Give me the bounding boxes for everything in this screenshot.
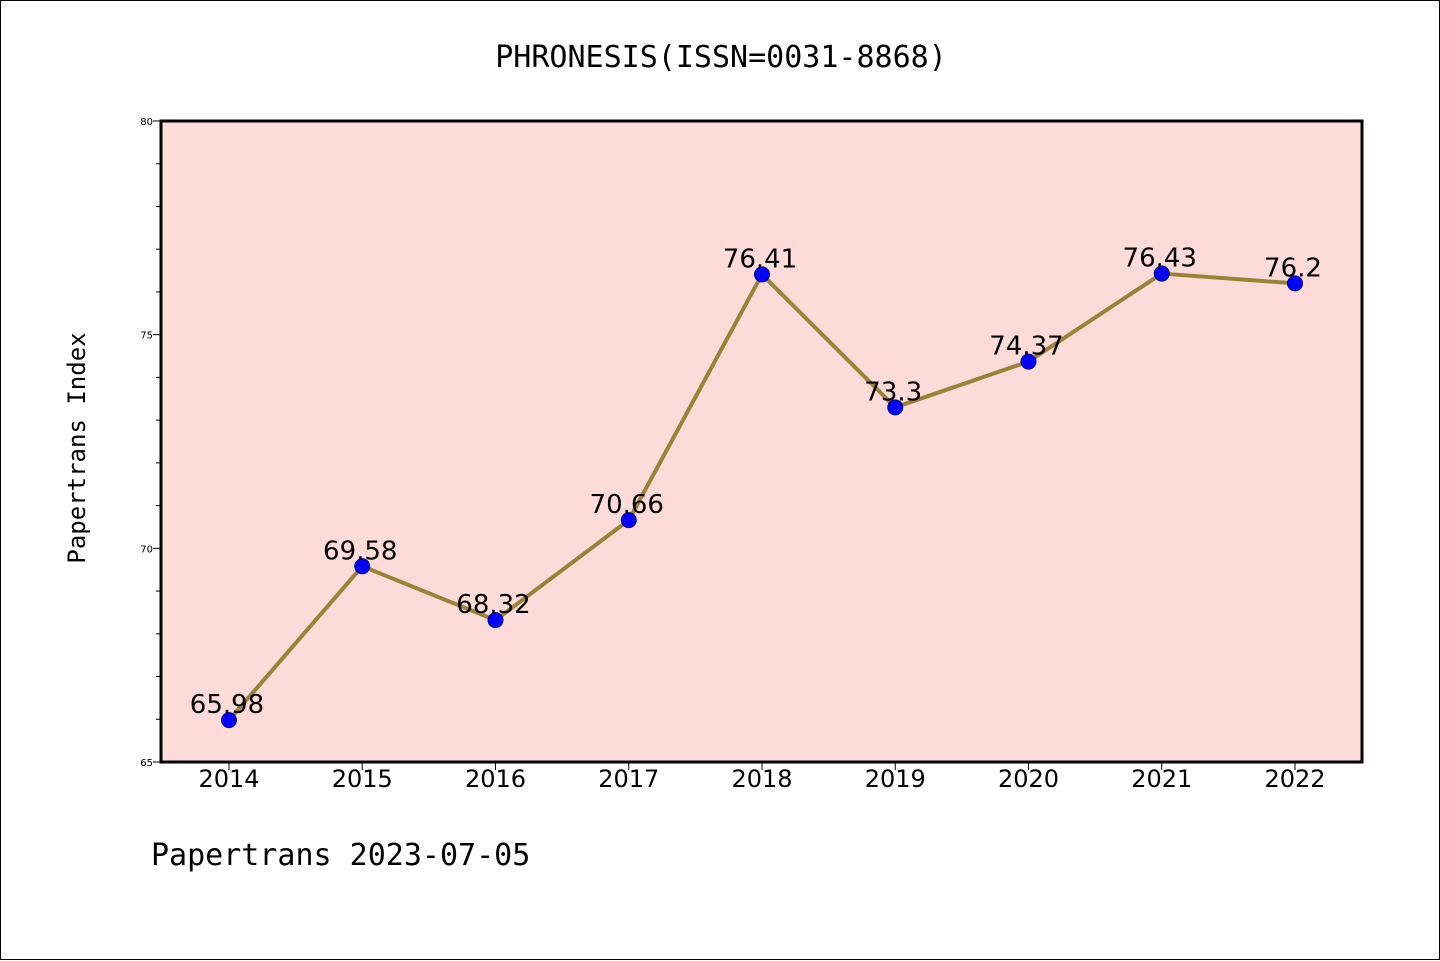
x-tick-label: 2022 [1264,765,1325,793]
data-label-2018: 76.41 [723,244,797,274]
y-tick-label: 65 [140,758,153,769]
y-axis-label: Papertrans Index [63,332,91,563]
x-axis-tick-labels: 2014 2015 2016 2017 2018 2019 2020 2021 2022 [198,765,1325,793]
x-tick-label: 2016 [465,765,526,793]
x-tick-label: 2019 [865,765,926,793]
data-label-2019: 73.3 [864,377,922,407]
y-tick-label: 70 [140,544,153,555]
data-label-2020: 74.37 [989,332,1063,362]
data-point-2022 [1287,275,1303,292]
y-tick-label: 75 [140,331,153,342]
data-label-2015: 69.58 [323,536,397,566]
data-point-2014 [221,712,237,729]
data-point-2015 [354,558,371,575]
data-point-2020 [1020,353,1037,370]
data-point-2017 [620,512,637,529]
data-label-2022: 76.2 [1264,253,1322,283]
data-point-2016 [487,612,504,629]
data-label-2014: 65.98 [190,690,264,720]
x-tick-label: 2021 [1131,765,1192,793]
data-label-2016: 68.32 [456,590,530,620]
x-tick-label: 2018 [731,765,792,793]
chart-title: PHRONESIS(ISSN=0031-8868) [495,40,947,75]
x-tick-label: 2015 [332,765,393,793]
plot-area [161,121,1362,762]
x-tick-label: 2017 [598,765,659,793]
y-axis-tick-labels: 65 70 75 80 [140,117,153,769]
data-point-2021 [1153,265,1170,282]
data-points [221,265,1303,729]
plot-border [159,119,1364,764]
x-tick-label: 2020 [998,765,1059,793]
data-label-2021: 76.43 [1123,244,1197,274]
footer-date: Papertrans 2023-07-05 [151,838,530,873]
data-labels: 65.98 69.58 68.32 70.66 76.41 73.3 74.37 76.43 7… [190,244,1322,721]
data-point-2018 [754,266,770,283]
y-tick-label: 80 [140,117,153,128]
x-tick-label: 2014 [198,765,259,793]
data-point-2019 [887,399,904,416]
data-label-2017: 70.66 [590,490,664,520]
